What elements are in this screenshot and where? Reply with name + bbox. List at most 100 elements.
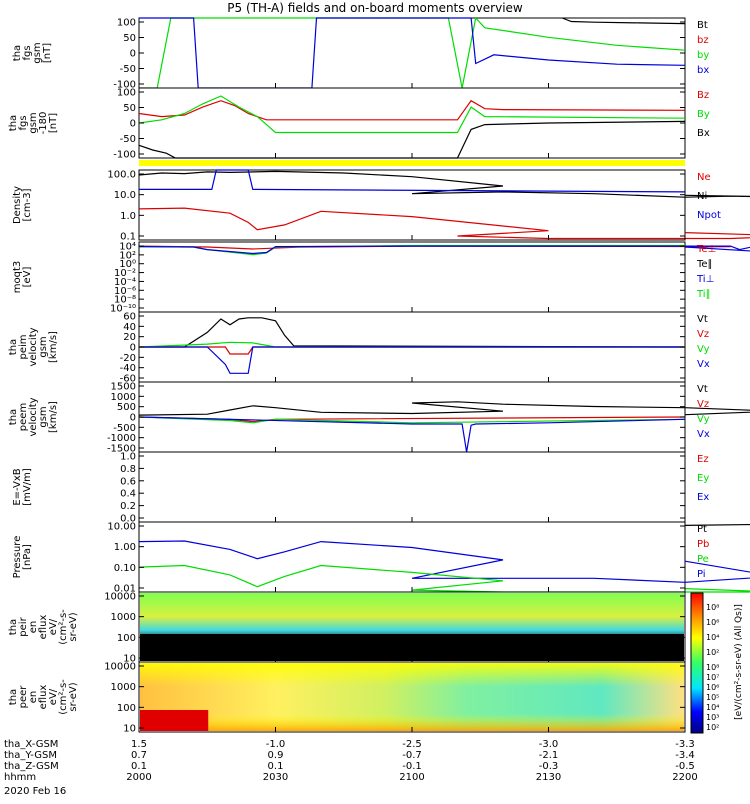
y-tick-label: 10 [123, 724, 136, 735]
y-axis-label: peer [18, 685, 29, 709]
ephemeris-value: -2.5 [402, 739, 422, 750]
legend-by: by [697, 50, 709, 61]
ephemeris-value: 0.7 [131, 750, 147, 761]
y-tick-label: 0 [130, 119, 136, 130]
legend-Vx: Vx [697, 429, 710, 440]
panel-frame [138, 451, 686, 523]
ephemeris-value: -3.4 [675, 750, 695, 761]
y-tick-label: 50 [123, 103, 136, 114]
y-tick-label: 1000 [111, 612, 136, 623]
y-tick-label: 10⁻¹⁰ [110, 304, 136, 315]
legend-Ez: Ez [697, 454, 709, 465]
series-Ne [138, 207, 750, 240]
series-Pt [684, 523, 750, 526]
series-Bx [138, 120, 686, 159]
y-tick-label: 0.4 [120, 489, 136, 500]
y-axis-label: [nT] [48, 113, 59, 133]
legend-Vt: Vt [697, 314, 708, 325]
y-tick-label: 0.2 [120, 501, 136, 512]
ephemeris-label: tha_X-GSM [4, 739, 58, 750]
legend-bx: bx [697, 65, 709, 76]
legend-Vy: Vy [697, 344, 710, 355]
legend-bz: bz [697, 35, 709, 46]
y-tick-label: 10.0 [114, 190, 136, 201]
y-tick-label: 100 [117, 703, 136, 714]
y-tick-label: 100.0 [107, 170, 136, 181]
legend-Ex: Ex [697, 492, 709, 503]
y-axis-label: velocity [28, 327, 39, 366]
y-tick-label: -100 [113, 80, 136, 91]
panel-pressure: 10.00 1.00 0.10 0.01 Pressure [nPa] Pt Pb Pe Pi [12, 521, 750, 595]
legend-Pi: Pi [697, 569, 706, 580]
panel-frame [138, 87, 686, 159]
colorbar-tick: 10⁷ [706, 673, 719, 682]
colorbar-tick: 10³ [706, 713, 719, 722]
y-axis-label: Pressure [12, 536, 23, 579]
y-tick-label: -50 [120, 64, 136, 75]
spectrogram-hotspot [140, 710, 209, 731]
y-tick-label: 40 [123, 322, 136, 333]
ephemeris-value: -3.3 [675, 739, 695, 750]
ephemeris-value: 2100 [399, 772, 424, 783]
y-tick-label: 1.0 [120, 211, 136, 222]
ephemeris-value: 2030 [263, 772, 288, 783]
ephemeris-value: 2130 [536, 772, 561, 783]
y-tick-label: 0.8 [120, 464, 136, 475]
y-tick-label: -1500 [107, 444, 136, 455]
y-axis-label: Density [12, 186, 23, 224]
y-axis-label: eflux [38, 615, 49, 640]
y-tick-label: 0.10 [114, 563, 136, 574]
y-axis-label: gsm [32, 42, 43, 63]
y-axis-label: peir [18, 616, 29, 636]
y-axis-label: (cm²-s- [58, 609, 69, 645]
legend-Bt: Bt [697, 20, 708, 31]
y-tick-label: -50 [120, 134, 136, 145]
y-tick-label: 50 [123, 33, 136, 44]
ephemeris-value: -0.7 [402, 750, 422, 761]
series-Ti⊥ [138, 245, 750, 255]
ephemeris-value: 2000 [126, 772, 151, 783]
colorbar-tick: 10⁵ [706, 693, 719, 702]
colorbar-tick: 10⁴ [706, 703, 719, 712]
legend-Pe: Pe [697, 554, 709, 565]
ephemeris-value: -1.0 [266, 739, 286, 750]
y-tick-label: 1000 [111, 682, 136, 693]
legend-Bx: Bx [697, 128, 710, 139]
y-tick-label: 1500 [111, 382, 136, 393]
ephemeris-value: -3.0 [539, 739, 559, 750]
legend-Te∥: Te∥ [696, 259, 713, 270]
panel-esa-ion-spectrum: 10000 1000 100 10 tha peir en eflux eV/(cm²-s-sr… [8, 591, 686, 665]
series-Bt [561, 17, 686, 25]
series-Vt [139, 317, 686, 348]
y-tick-label: -100 [113, 150, 136, 161]
y-tick-label: 10000 [104, 662, 136, 673]
ephemeris-value: -2.1 [539, 750, 559, 761]
panel-frame [138, 169, 686, 241]
y-tick-label: 10⁻⁴ [114, 277, 136, 288]
series-Vy [138, 416, 686, 424]
panel-efield: 1.00.80.6 0.40.2 0.0 E=-VxB [mV/m] Ez Ey Ex [12, 451, 709, 525]
ephemeris-value: 0.1 [131, 761, 147, 772]
colorbar-tick: 10⁸ [706, 603, 719, 612]
y-tick-label: 60 [123, 312, 136, 323]
y-tick-label: 10² [119, 250, 136, 261]
y-axis-label: [eV] [22, 267, 33, 288]
y-tick-label: -60 [120, 374, 136, 385]
series-Pi [138, 540, 750, 583]
series-by [139, 16, 686, 89]
y-axis-label: [nPa] [22, 544, 33, 570]
ephemeris-value: -0.5 [675, 761, 695, 772]
series-Bz [138, 99, 686, 121]
series-Vt [138, 401, 750, 416]
ephemeris-value: -0.1 [402, 761, 422, 772]
series-bx [139, 17, 686, 89]
y-axis-label: [km/s] [48, 331, 59, 363]
y-tick-label: 0 [130, 413, 136, 424]
y-tick-label: 10⁰ [119, 259, 136, 270]
y-axis-label: tha [8, 409, 19, 425]
series-By [138, 95, 686, 134]
